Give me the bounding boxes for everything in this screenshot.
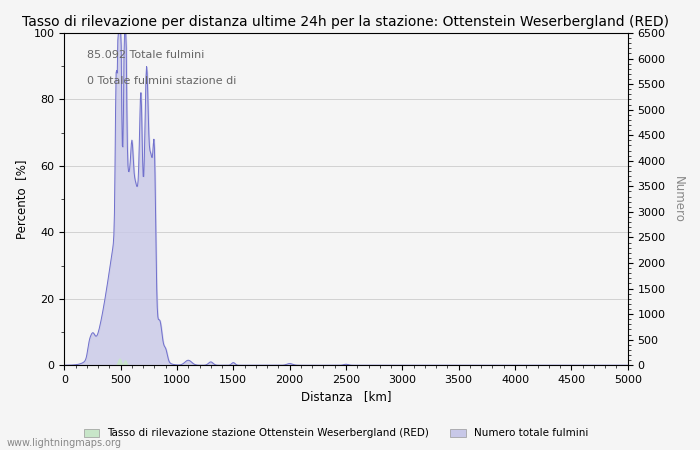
Title: Tasso di rilevazione per distanza ultime 24h per la stazione: Ottenstein Weserbe: Tasso di rilevazione per distanza ultime… — [22, 15, 669, 29]
Y-axis label: Numero: Numero — [672, 176, 685, 222]
Y-axis label: Percento  [%]: Percento [%] — [15, 159, 28, 239]
Text: 0 Totale fulmini stazione di: 0 Totale fulmini stazione di — [87, 76, 236, 86]
Text: 85.092 Totale fulmini: 85.092 Totale fulmini — [87, 50, 204, 59]
Legend: Tasso di rilevazione stazione Ottenstein Weserbergland (RED), Numero totale fulm: Tasso di rilevazione stazione Ottenstein… — [79, 424, 593, 442]
X-axis label: Distanza   [km]: Distanza [km] — [301, 391, 391, 404]
Text: www.lightningmaps.org: www.lightningmaps.org — [7, 438, 122, 448]
